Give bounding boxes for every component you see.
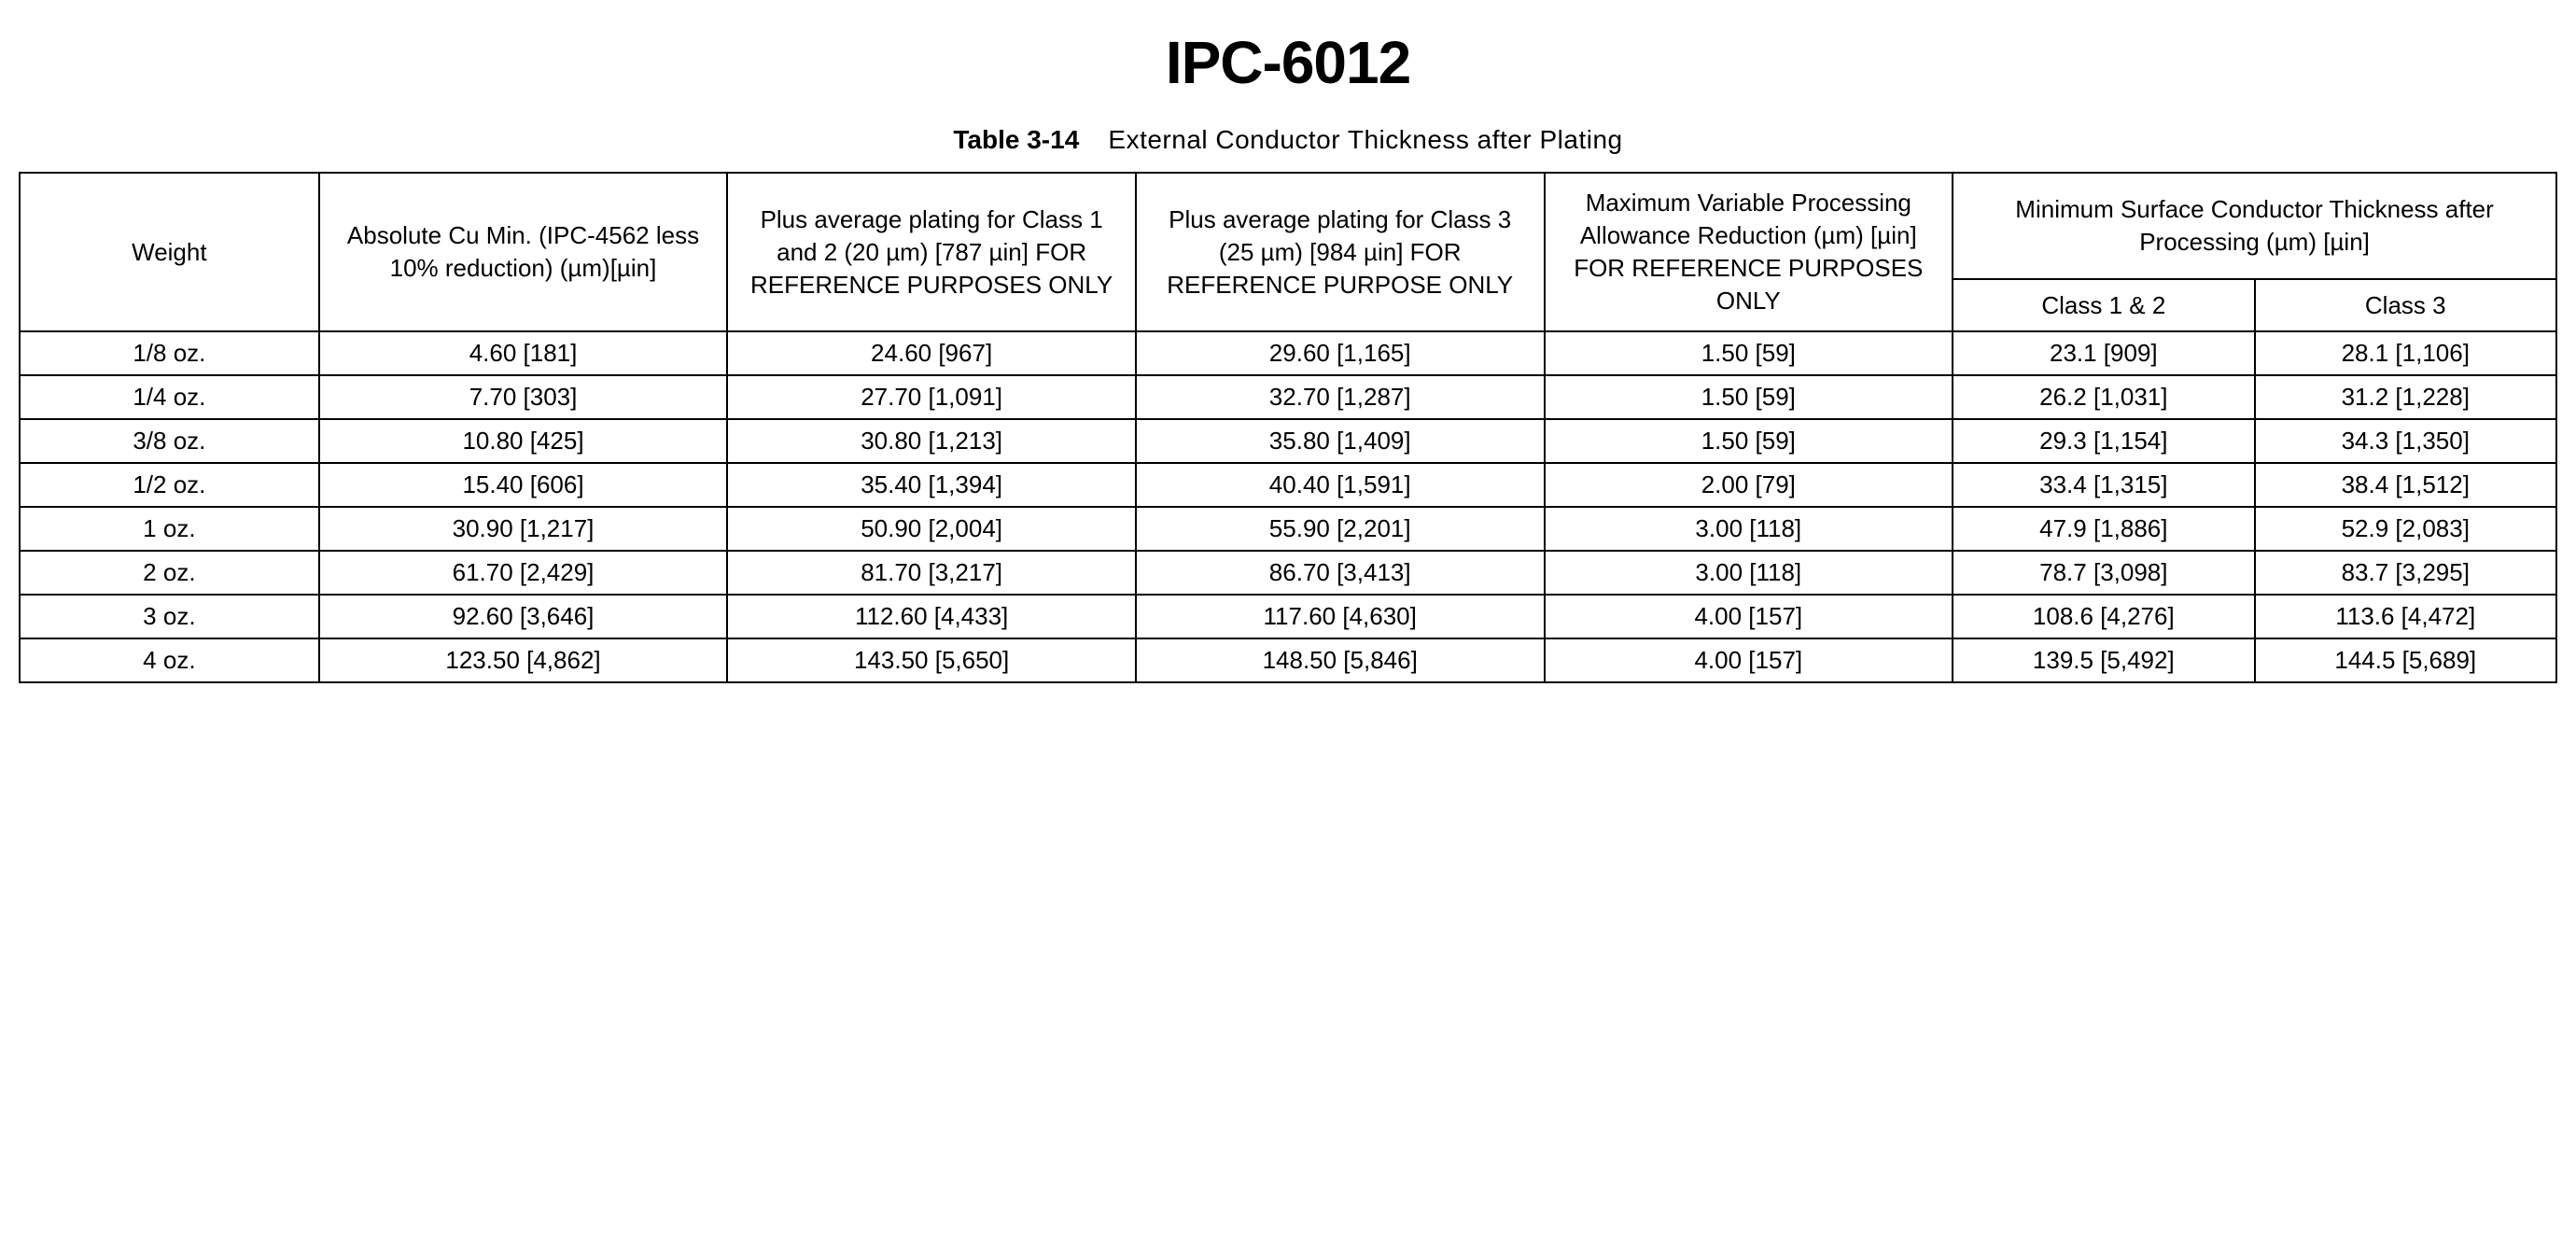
col-header-absolute-cu: Absolute Cu Min. (IPC-4562 less 10% redu… (319, 173, 728, 331)
table-cell-weight: 3/8 oz. (20, 419, 319, 463)
table-cell-c3: 35.80 [1,409] (1136, 419, 1545, 463)
table-cell-c3: 40.40 [1,591] (1136, 463, 1545, 507)
table-cell-abs: 61.70 [2,429] (319, 551, 728, 595)
table-header-row: Weight Absolute Cu Min. (IPC-4562 less 1… (20, 173, 2556, 279)
table-cell-c3: 148.50 [5,846] (1136, 638, 1545, 682)
table-cell-c12: 24.60 [967] (727, 331, 1136, 375)
table-cell-c3: 55.90 [2,201] (1136, 507, 1545, 551)
table-body: 1/8 oz.4.60 [181]24.60 [967]29.60 [1,165… (20, 331, 2556, 682)
col-header-plus-avg-class12: Plus average plating for Class 1 and 2 (… (727, 173, 1136, 331)
table-cell-min3: 28.1 [1,106] (2255, 331, 2556, 375)
table-cell-maxvar: 1.50 [59] (1545, 419, 1953, 463)
caption-label: Table 3-14 (953, 125, 1079, 154)
table-cell-min12: 108.6 [4,276] (1953, 595, 2254, 638)
table-cell-c12: 27.70 [1,091] (727, 375, 1136, 419)
table-cell-c12: 35.40 [1,394] (727, 463, 1136, 507)
table-cell-min3: 34.3 [1,350] (2255, 419, 2556, 463)
table-cell-c12: 30.80 [1,213] (727, 419, 1136, 463)
table-cell-min3: 52.9 [2,083] (2255, 507, 2556, 551)
table-cell-weight: 1/4 oz. (20, 375, 319, 419)
table-cell-abs: 92.60 [3,646] (319, 595, 728, 638)
table-cell-min12: 139.5 [5,492] (1953, 638, 2254, 682)
table-row: 3 oz.92.60 [3,646]112.60 [4,433]117.60 [… (20, 595, 2556, 638)
table-cell-c3: 117.60 [4,630] (1136, 595, 1545, 638)
table-cell-c3: 32.70 [1,287] (1136, 375, 1545, 419)
table-cell-c3: 86.70 [3,413] (1136, 551, 1545, 595)
table-cell-c12: 112.60 [4,433] (727, 595, 1136, 638)
table-cell-abs: 30.90 [1,217] (319, 507, 728, 551)
table-cell-weight: 1/2 oz. (20, 463, 319, 507)
col-header-class3: Class 3 (2255, 279, 2556, 331)
table-cell-min12: 26.2 [1,031] (1953, 375, 2254, 419)
table-cell-maxvar: 3.00 [118] (1545, 551, 1953, 595)
table-row: 1/8 oz.4.60 [181]24.60 [967]29.60 [1,165… (20, 331, 2556, 375)
table-row: 4 oz.123.50 [4,862]143.50 [5,650]148.50 … (20, 638, 2556, 682)
table-cell-c12: 50.90 [2,004] (727, 507, 1136, 551)
col-header-min-surface-group: Minimum Surface Conductor Thickness afte… (1953, 173, 2556, 279)
table-cell-maxvar: 3.00 [118] (1545, 507, 1953, 551)
table-cell-c3: 29.60 [1,165] (1136, 331, 1545, 375)
col-header-max-variable: Maximum Variable Processing Allowance Re… (1545, 173, 1953, 331)
table-cell-weight: 1 oz. (20, 507, 319, 551)
table-cell-weight: 2 oz. (20, 551, 319, 595)
table-cell-maxvar: 4.00 [157] (1545, 595, 1953, 638)
table-cell-maxvar: 1.50 [59] (1545, 331, 1953, 375)
table-cell-maxvar: 4.00 [157] (1545, 638, 1953, 682)
table-cell-min12: 23.1 [909] (1953, 331, 2254, 375)
table-cell-c12: 143.50 [5,650] (727, 638, 1136, 682)
table-cell-min3: 144.5 [5,689] (2255, 638, 2556, 682)
table-cell-abs: 15.40 [606] (319, 463, 728, 507)
caption-text: External Conductor Thickness after Plati… (1108, 125, 1622, 154)
table-cell-weight: 4 oz. (20, 638, 319, 682)
table-row: 2 oz.61.70 [2,429]81.70 [3,217]86.70 [3,… (20, 551, 2556, 595)
table-row: 3/8 oz.10.80 [425]30.80 [1,213]35.80 [1,… (20, 419, 2556, 463)
page-title: IPC-6012 (19, 28, 2557, 97)
table-cell-maxvar: 1.50 [59] (1545, 375, 1953, 419)
table-cell-abs: 7.70 [303] (319, 375, 728, 419)
table-cell-min12: 33.4 [1,315] (1953, 463, 2254, 507)
table-cell-min12: 78.7 [3,098] (1953, 551, 2254, 595)
table-cell-min3: 113.6 [4,472] (2255, 595, 2556, 638)
table-cell-min3: 38.4 [1,512] (2255, 463, 2556, 507)
table-cell-maxvar: 2.00 [79] (1545, 463, 1953, 507)
conductor-thickness-table: Weight Absolute Cu Min. (IPC-4562 less 1… (19, 172, 2557, 683)
col-header-plus-avg-class3: Plus average plating for Class 3 (25 µm)… (1136, 173, 1545, 331)
table-row: 1/2 oz.15.40 [606]35.40 [1,394]40.40 [1,… (20, 463, 2556, 507)
col-header-class12: Class 1 & 2 (1953, 279, 2254, 331)
table-cell-weight: 1/8 oz. (20, 331, 319, 375)
table-row: 1 oz.30.90 [1,217]50.90 [2,004]55.90 [2,… (20, 507, 2556, 551)
table-cell-abs: 4.60 [181] (319, 331, 728, 375)
table-cell-weight: 3 oz. (20, 595, 319, 638)
col-header-weight: Weight (20, 173, 319, 331)
table-row: 1/4 oz.7.70 [303]27.70 [1,091]32.70 [1,2… (20, 375, 2556, 419)
table-cell-c12: 81.70 [3,217] (727, 551, 1136, 595)
table-cell-min3: 31.2 [1,228] (2255, 375, 2556, 419)
table-cell-min12: 29.3 [1,154] (1953, 419, 2254, 463)
table-caption: Table 3-14 External Conductor Thickness … (19, 125, 2557, 155)
table-cell-abs: 10.80 [425] (319, 419, 728, 463)
table-cell-abs: 123.50 [4,862] (319, 638, 728, 682)
table-cell-min3: 83.7 [3,295] (2255, 551, 2556, 595)
table-cell-min12: 47.9 [1,886] (1953, 507, 2254, 551)
